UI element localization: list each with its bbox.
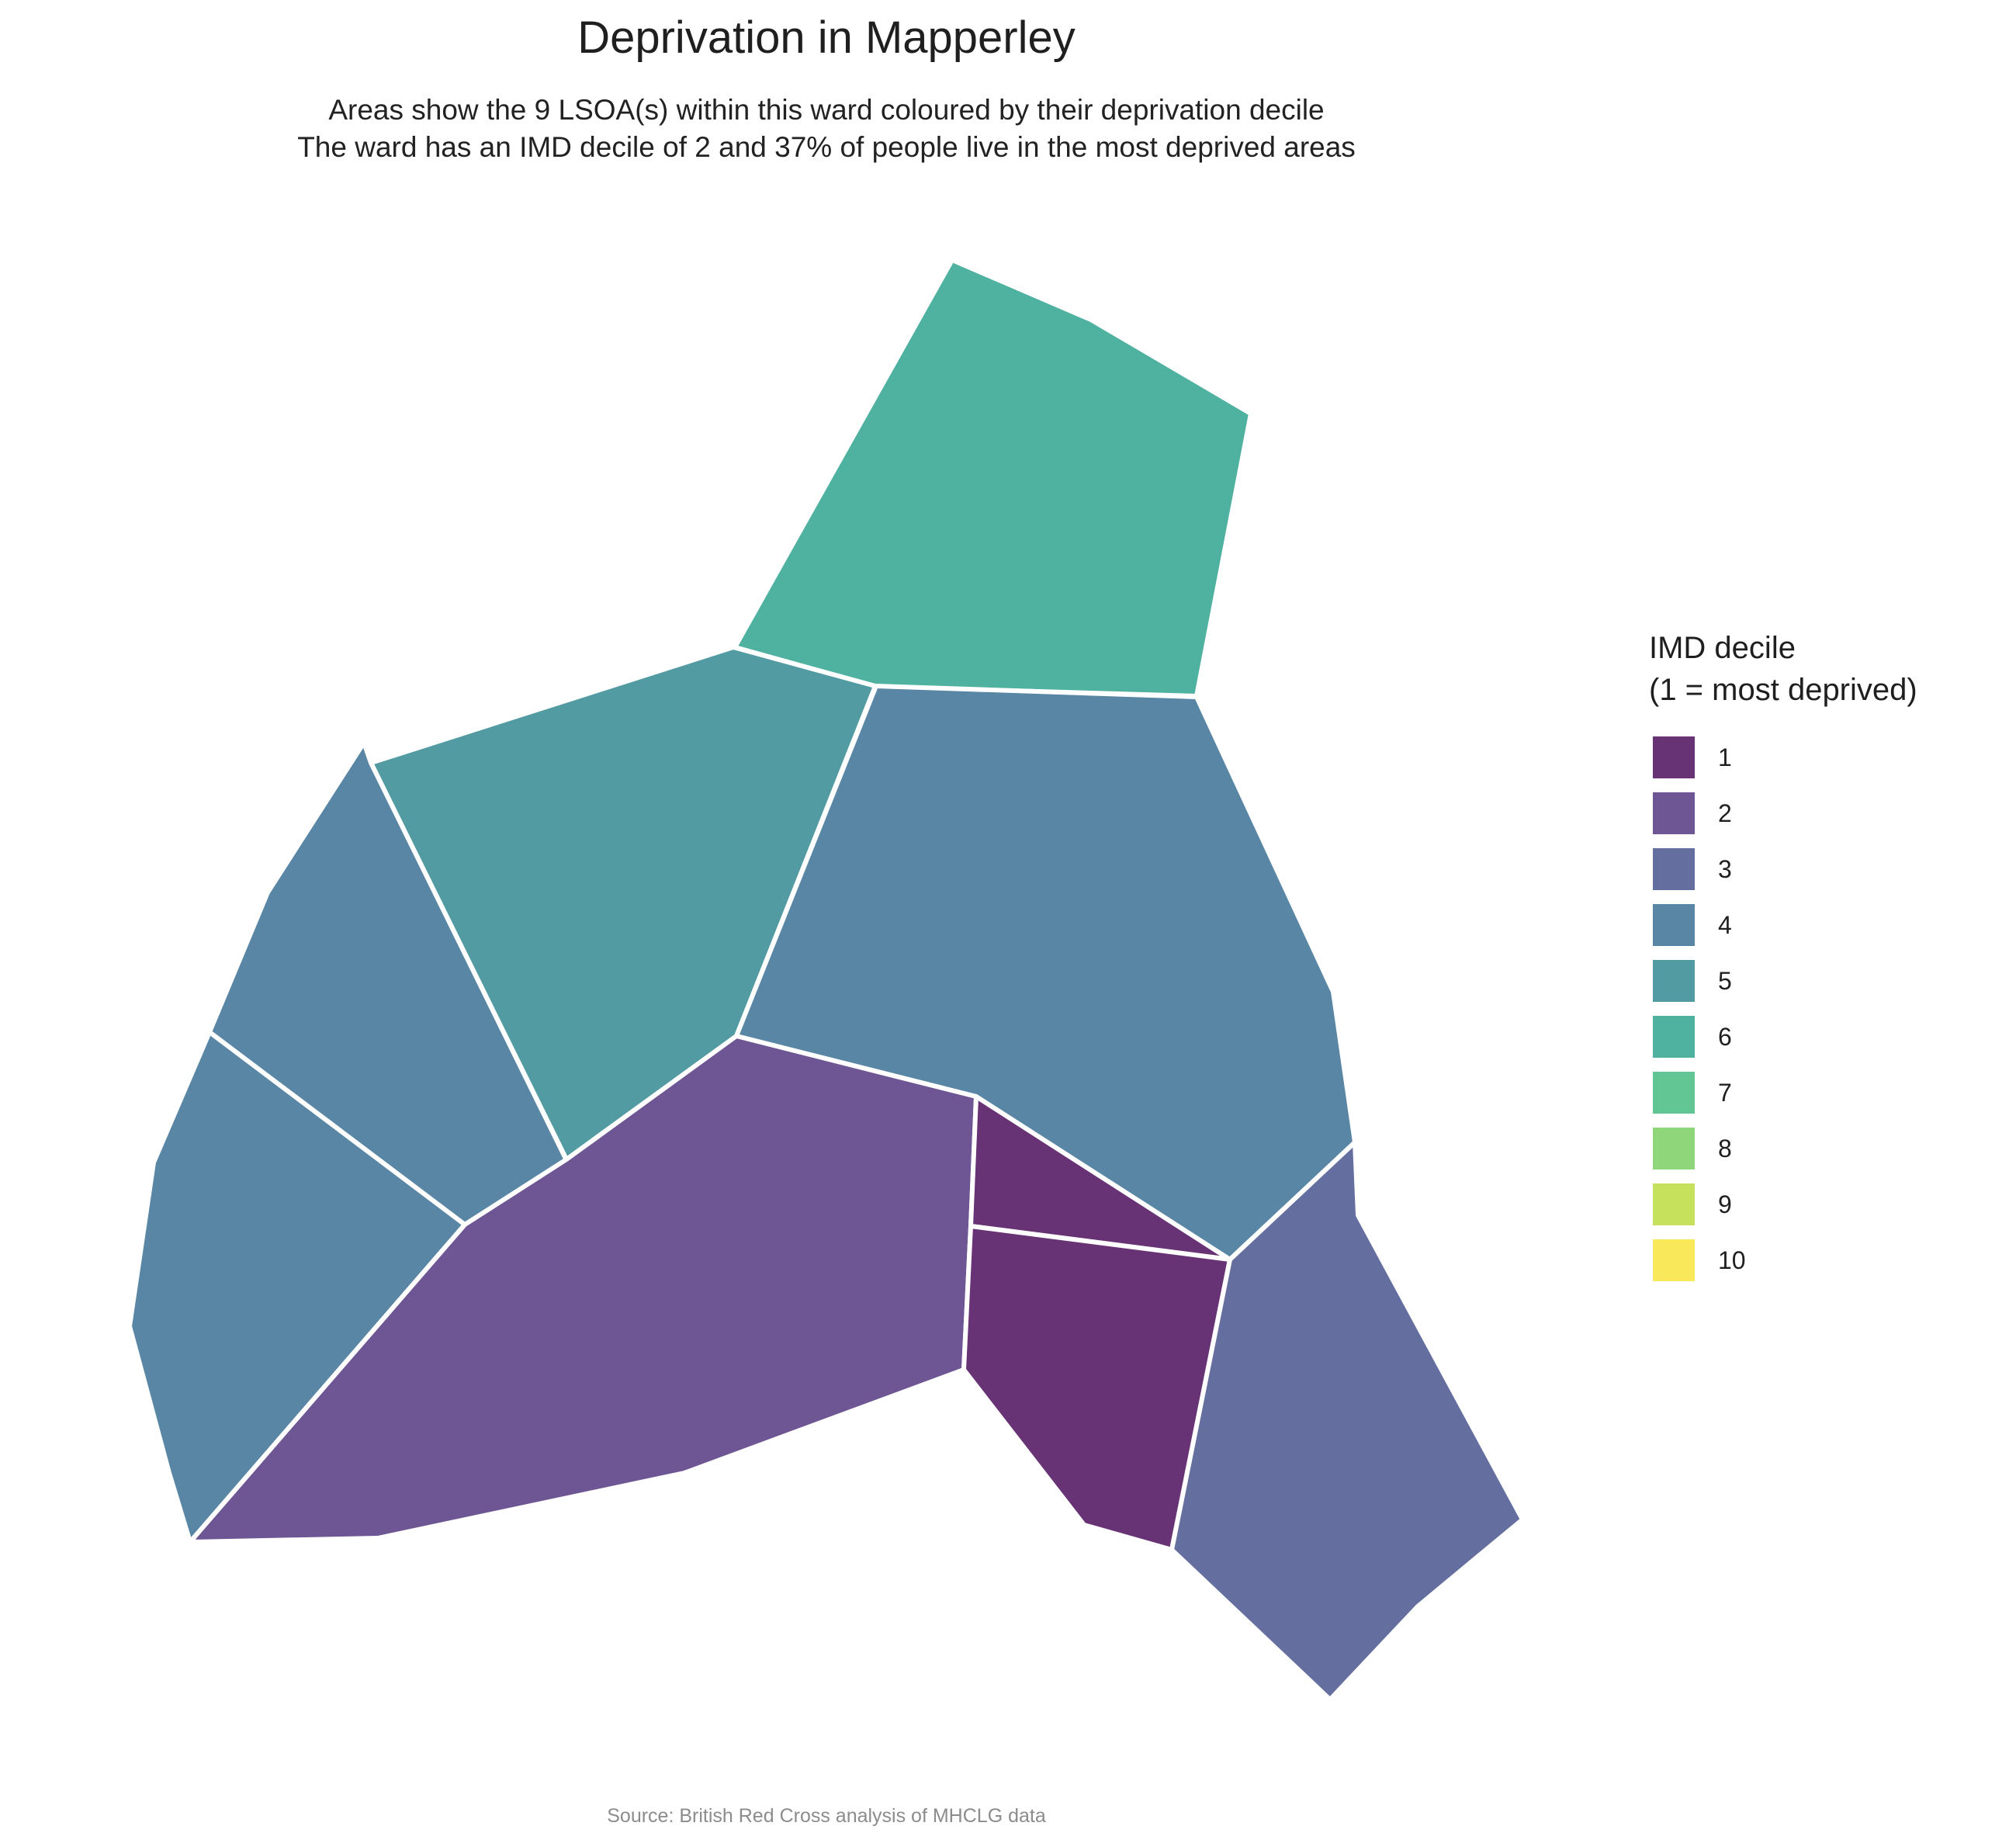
page-subtitle: Areas show the 9 LSOA(s) within this war… (0, 92, 1653, 166)
legend-label: 6 (1718, 1022, 1732, 1051)
subtitle-line-2: The ward has an IMD decile of 2 and 37% … (297, 131, 1356, 163)
legend-swatch (1653, 736, 1695, 778)
legend-item: 8 (1649, 1121, 1917, 1176)
legend-title-line-2: (1 = most deprived) (1649, 673, 1917, 707)
legend-item: 3 (1649, 841, 1917, 897)
subtitle-line-1: Areas show the 9 LSOA(s) within this war… (328, 94, 1325, 126)
legend-swatch (1653, 848, 1695, 890)
legend-items: 1 2 3 4 5 6 7 8 (1649, 729, 1917, 1288)
legend-title-line-1: IMD decile (1649, 631, 1796, 665)
legend-label: 2 (1718, 799, 1732, 827)
lsoa-area-south-1 (961, 1224, 1232, 1552)
legend-swatch (1653, 960, 1695, 1002)
legend-swatch (1653, 792, 1695, 834)
page-title: Deprivation in Mapperley (577, 12, 1076, 63)
legend-item: 6 (1649, 1009, 1917, 1065)
legend-label: 5 (1718, 966, 1732, 995)
source-caption: Source: British Red Cross analysis of MH… (607, 1805, 1046, 1827)
legend-swatch (1653, 1128, 1695, 1169)
lsoa-area-southeast-3 (1169, 1140, 1525, 1702)
legend-item: 7 (1649, 1065, 1917, 1121)
legend-label: 3 (1718, 854, 1732, 883)
legend-swatch (1653, 1239, 1695, 1281)
legend-label: 8 (1718, 1134, 1732, 1163)
legend-item: 1 (1649, 729, 1917, 785)
legend-item: 9 (1649, 1176, 1917, 1232)
lsoa-area-north-6 (733, 258, 1253, 698)
legend-item: 2 (1649, 785, 1917, 841)
legend-item: 5 (1649, 953, 1917, 1009)
legend-label: 1 (1718, 743, 1732, 771)
legend-title: IMD decile (1 = most deprived) (1649, 627, 1917, 711)
legend-swatch (1653, 1072, 1695, 1114)
legend-item: 4 (1649, 897, 1917, 953)
ward-map (130, 258, 1525, 1702)
legend-swatch (1653, 1183, 1695, 1225)
legend-label: 10 (1718, 1246, 1746, 1274)
legend-swatch (1653, 1016, 1695, 1058)
legend-label: 9 (1718, 1190, 1732, 1218)
legend-swatch (1653, 904, 1695, 946)
legend-label: 4 (1718, 910, 1732, 939)
legend-item: 10 (1649, 1232, 1917, 1288)
legend: IMD decile (1 = most deprived) 1 2 3 4 5… (1649, 627, 1917, 1288)
legend-label: 7 (1718, 1078, 1732, 1107)
